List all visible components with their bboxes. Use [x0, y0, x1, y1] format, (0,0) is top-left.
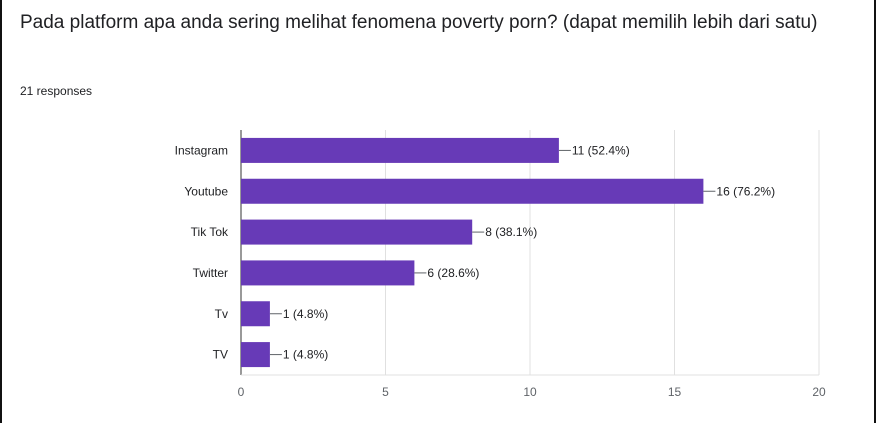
bar — [241, 260, 415, 286]
category-label: Twitter — [193, 266, 228, 280]
category-label: Tv — [215, 307, 228, 321]
value-label: 6 (28.6%) — [427, 266, 479, 280]
value-label: 1 (4.8%) — [283, 348, 328, 362]
bar — [241, 342, 270, 368]
value-label: 8 (38.1%) — [485, 225, 537, 239]
question-title: Pada platform apa anda sering melihat fe… — [20, 12, 818, 33]
value-label: 11 (52.4%) — [572, 143, 630, 157]
response-count: 21 responses — [20, 84, 93, 98]
category-label: TV — [213, 348, 228, 362]
bar — [241, 301, 270, 327]
x-tick-label: 5 — [382, 385, 389, 399]
value-label: 16 (76.2%) — [716, 184, 775, 198]
category-label: Instagram — [175, 143, 228, 157]
value-label: 1 (4.8%) — [283, 307, 328, 321]
x-tick-label: 10 — [523, 385, 537, 399]
x-tick-label: 15 — [668, 385, 682, 399]
category-label: Youtube — [184, 184, 228, 198]
bar — [241, 178, 704, 204]
x-tick-label: 20 — [812, 385, 826, 399]
category-label: Tik Tok — [191, 225, 229, 239]
bar — [241, 219, 473, 245]
bar — [241, 137, 559, 163]
x-tick-label: 0 — [238, 385, 245, 399]
